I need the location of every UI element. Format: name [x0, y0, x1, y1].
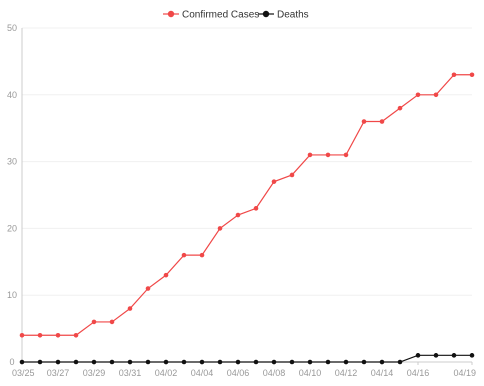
data-point-deaths[interactable] — [415, 353, 421, 358]
data-point-confirmed-cases[interactable] — [127, 306, 133, 311]
x-tick-label: 04/16 — [407, 368, 430, 378]
y-tick-label: 40 — [7, 90, 17, 100]
data-point-deaths[interactable] — [181, 359, 187, 365]
data-point-confirmed-cases[interactable] — [55, 332, 61, 338]
data-point-confirmed-cases[interactable] — [343, 152, 349, 158]
x-tick-label: 04/12 — [335, 368, 358, 378]
data-point-deaths[interactable] — [379, 359, 385, 365]
data-point-deaths[interactable] — [37, 359, 43, 365]
grid — [22, 27, 472, 296]
data-point-confirmed-cases[interactable] — [217, 226, 223, 231]
y-tick-label: 50 — [7, 23, 17, 33]
data-point-confirmed-cases[interactable] — [73, 332, 79, 338]
data-point-deaths[interactable] — [271, 359, 277, 365]
series-line-deaths — [22, 354, 472, 363]
data-point-confirmed-cases[interactable] — [469, 72, 475, 78]
data-point-deaths[interactable] — [109, 359, 115, 365]
data-point-deaths[interactable] — [253, 359, 259, 365]
data-point-deaths[interactable] — [469, 353, 475, 358]
data-point-deaths[interactable] — [289, 359, 295, 365]
legend-label: Deaths — [277, 10, 309, 21]
x-tick-label: 04/10 — [299, 368, 322, 378]
x-tick-label: 04/14 — [371, 368, 394, 378]
data-point-confirmed-cases[interactable] — [451, 72, 457, 78]
y-tick-label: 0 — [9, 357, 14, 367]
data-point-confirmed-cases[interactable] — [199, 252, 205, 258]
data-point-confirmed-cases[interactable] — [109, 319, 115, 325]
data-point-deaths[interactable] — [307, 359, 313, 365]
data-point-deaths[interactable] — [199, 359, 205, 365]
data-point-deaths[interactable] — [343, 359, 349, 365]
data-point-confirmed-cases[interactable] — [163, 272, 169, 278]
series-line-confirmed-cases — [22, 74, 472, 336]
data-point-deaths[interactable] — [235, 359, 241, 365]
data-point-confirmed-cases[interactable] — [19, 332, 25, 338]
x-tick-label: 03/31 — [119, 368, 142, 378]
data-point-deaths[interactable] — [73, 359, 79, 365]
data-point-confirmed-cases[interactable] — [271, 179, 277, 184]
data-point-deaths[interactable] — [361, 359, 367, 365]
data-point-deaths[interactable] — [451, 353, 457, 358]
data-point-deaths[interactable] — [91, 359, 97, 365]
y-tick-label: 20 — [7, 223, 17, 233]
legend-item-deaths[interactable]: Deaths — [258, 10, 309, 21]
data-point-deaths[interactable] — [217, 359, 223, 365]
y-tick-label: 10 — [7, 290, 17, 300]
data-point-deaths[interactable] — [55, 359, 61, 365]
legend-dot-marker — [262, 10, 270, 18]
data-point-confirmed-cases[interactable] — [379, 119, 385, 124]
legend-label: Confirmed Cases — [182, 10, 259, 21]
legend: Confirmed Cases Deaths — [163, 10, 309, 21]
data-point-confirmed-cases[interactable] — [397, 105, 403, 111]
data-point-deaths[interactable] — [127, 359, 133, 365]
data-point-confirmed-cases[interactable] — [289, 172, 295, 178]
x-tick-label: 04/02 — [155, 368, 178, 378]
data-point-deaths[interactable] — [145, 359, 151, 365]
data-point-deaths[interactable] — [397, 359, 403, 365]
legend-item-confirmed-cases[interactable]: Confirmed Cases — [163, 10, 259, 21]
x-tick-label: 04/04 — [191, 368, 214, 378]
data-point-deaths[interactable] — [163, 359, 169, 365]
axes: 0 10 20 30 40 50 03/25 03/27 03/29 03/31 04/02 04/0… — [7, 23, 476, 378]
data-point-confirmed-cases[interactable] — [415, 92, 421, 98]
data-point-confirmed-cases[interactable] — [91, 319, 97, 325]
data-point-confirmed-cases[interactable] — [433, 92, 439, 98]
data-point-confirmed-cases[interactable] — [181, 252, 187, 258]
x-tick-label: 03/29 — [83, 368, 106, 378]
x-tick-label: 03/27 — [47, 368, 70, 378]
y-tick-label: 30 — [7, 157, 17, 167]
data-point-confirmed-cases[interactable] — [307, 152, 313, 158]
data-point-confirmed-cases[interactable] — [325, 152, 331, 158]
x-tick-label: 03/25 — [12, 368, 35, 378]
data-point-confirmed-cases[interactable] — [235, 212, 241, 218]
data-point-deaths[interactable] — [433, 353, 439, 358]
data-point-confirmed-cases[interactable] — [253, 206, 259, 211]
data-point-confirmed-cases[interactable] — [361, 119, 367, 124]
x-tick-label: 04/08 — [263, 368, 286, 378]
data-point-confirmed-cases[interactable] — [145, 286, 151, 291]
x-tick-label: 04/06 — [227, 368, 250, 378]
series-area — [19, 72, 475, 365]
data-point-deaths[interactable] — [19, 359, 25, 365]
data-point-deaths[interactable] — [325, 359, 331, 365]
legend-dot-marker — [167, 10, 175, 18]
x-tick-label: 04/19 — [453, 368, 476, 378]
data-point-confirmed-cases[interactable] — [37, 332, 43, 338]
